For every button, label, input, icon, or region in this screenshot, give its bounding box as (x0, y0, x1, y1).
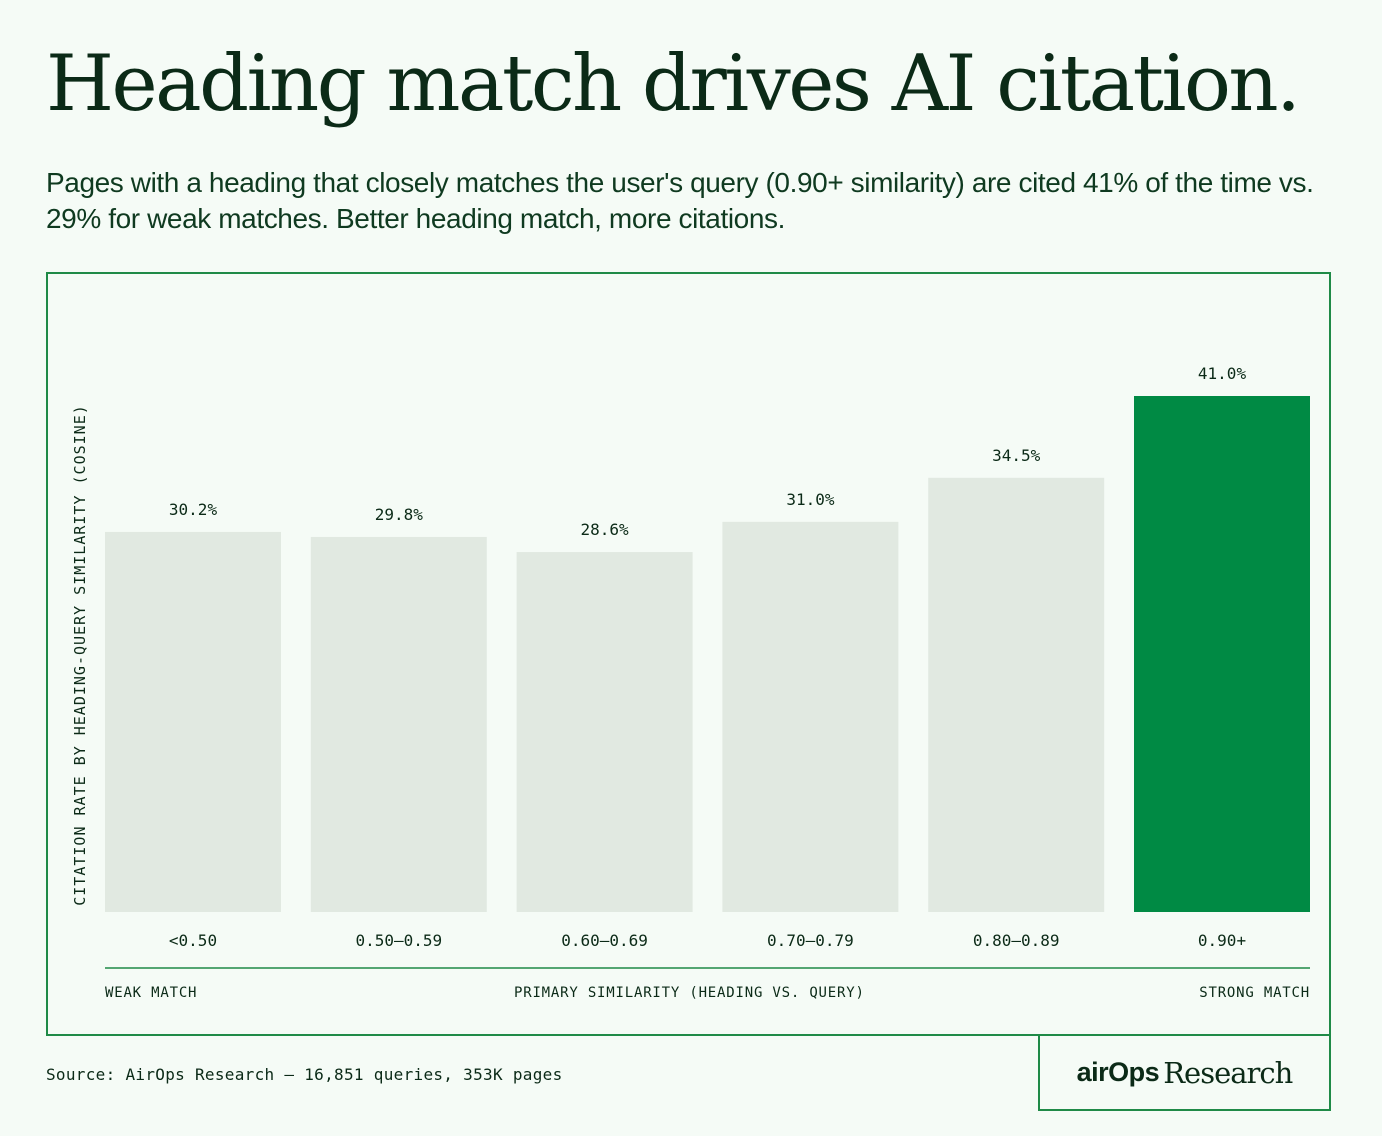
x-tick-label: <0.50 (169, 931, 217, 950)
bar (516, 552, 693, 912)
bar (105, 531, 281, 912)
bar-value-label: 41.0% (1198, 364, 1247, 383)
strong-match-label: STRONG MATCH (1199, 985, 1310, 1001)
chart-title: Heading match drives AI citation. (46, 39, 1301, 129)
x-tick-label: 0.70–0.79 (767, 931, 854, 950)
chart-panel (46, 272, 1331, 1036)
x-tick-label: 0.60–0.69 (561, 931, 648, 950)
weak-match-label: WEAK MATCH (105, 985, 198, 1001)
x-tick-label: 0.50–0.59 (355, 931, 442, 950)
bar (722, 521, 899, 912)
bar (310, 536, 487, 912)
bar-value-label: 29.8% (375, 505, 424, 524)
bar (928, 477, 1105, 912)
logo-brand: airOps (1076, 1057, 1160, 1087)
source-note: Source: AirOps Research — 16,851 queries… (46, 1065, 563, 1084)
bar-value-label: 28.6% (581, 520, 630, 539)
bar (1134, 396, 1310, 912)
logo-word: Research (1163, 1055, 1293, 1090)
x-axis-label: PRIMARY SIMILARITY (HEADING VS. QUERY) (514, 985, 865, 1001)
airops-research-logo: airOps Research (1038, 1036, 1331, 1111)
x-tick-label: 0.80–0.89 (973, 931, 1060, 950)
bar-value-label: 34.5% (992, 446, 1041, 465)
chart-subtitle: Pages with a heading that closely matche… (46, 167, 1314, 234)
x-tick-label: 0.90+ (1198, 931, 1246, 950)
bar-value-label: 30.2% (169, 500, 218, 519)
bar-value-label: 31.0% (786, 490, 835, 509)
